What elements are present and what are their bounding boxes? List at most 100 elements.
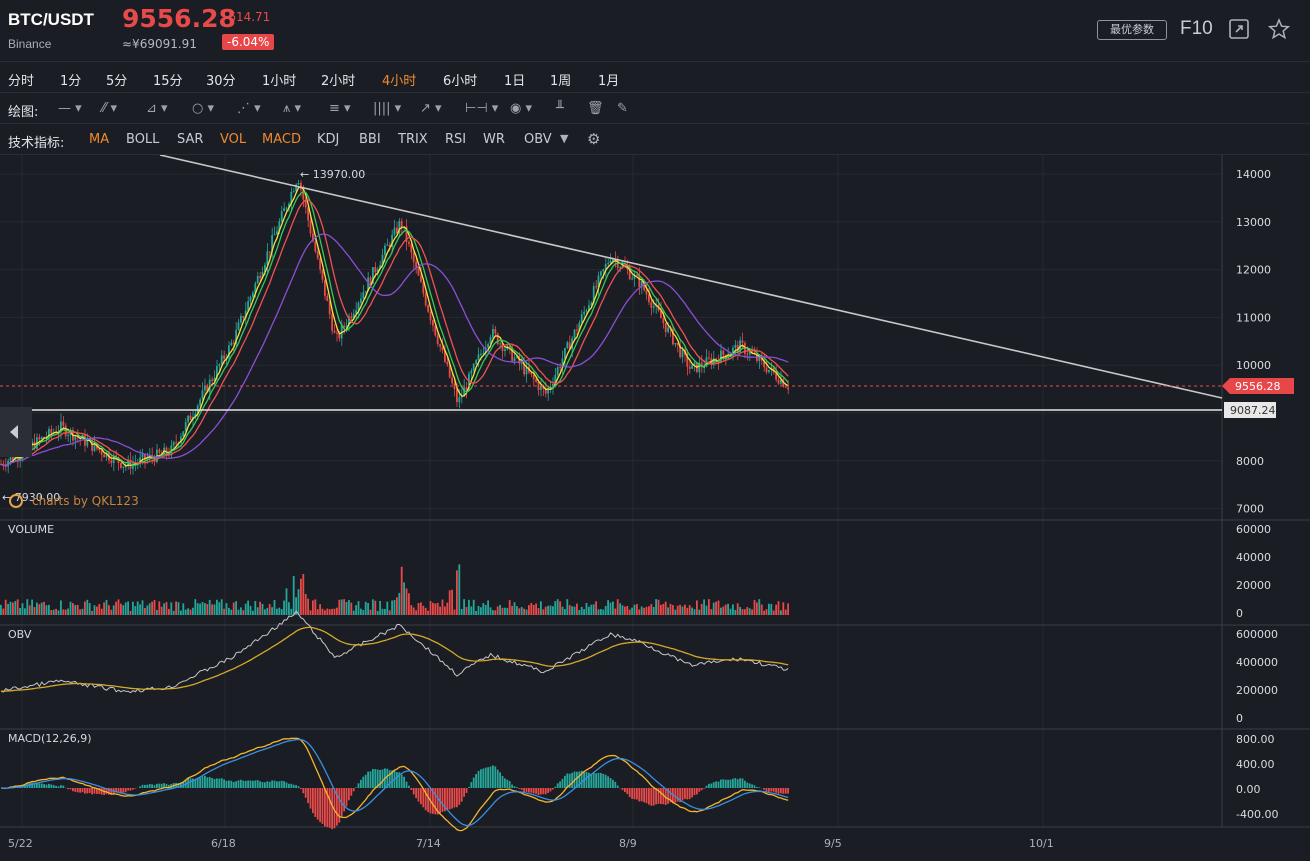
volume-bar <box>693 609 696 615</box>
pattern-tool-icon[interactable]: ⩚ ▾ <box>283 101 301 116</box>
volume-bar <box>91 610 93 615</box>
timeframe-tab[interactable]: 5分 <box>106 74 128 89</box>
candle-body <box>492 329 494 338</box>
brush-icon[interactable]: ✎ <box>617 101 628 116</box>
volume-bar <box>403 582 405 615</box>
macd-histogram-bar <box>247 780 249 788</box>
channel-tool-icon[interactable]: |||| ▾ <box>373 101 402 116</box>
candle-body <box>132 463 134 469</box>
timeframe-tab[interactable]: 15分 <box>153 74 183 89</box>
indicator-sar[interactable]: SAR <box>177 132 204 147</box>
candle-body <box>4 465 7 467</box>
candle-body <box>496 333 499 345</box>
volume-bar <box>165 602 168 615</box>
watermark: charts by QKL123 <box>32 494 139 508</box>
macd-histogram-bar <box>196 778 199 788</box>
candle-body <box>501 343 504 352</box>
macd-histogram-bar <box>523 788 525 793</box>
circle-tool-icon[interactable]: ○ ▾ <box>192 101 215 116</box>
macd-histogram-bar <box>218 778 221 788</box>
timeframe-tab[interactable]: 1周 <box>550 74 572 89</box>
macd-histogram-bar <box>544 788 547 795</box>
volume-bar <box>268 604 271 615</box>
indicator-rsi[interactable]: RSI <box>445 132 467 147</box>
pen-tool-icon[interactable]: ⁄⁄ ▾ <box>102 101 117 116</box>
gear-icon[interactable]: ⚙ <box>587 130 601 148</box>
measure-tool-icon[interactable]: ⊢⊣ ▾ <box>465 101 499 116</box>
candle-body <box>357 302 360 311</box>
candle-body <box>40 437 43 440</box>
candle-body <box>160 452 163 454</box>
volume-bar <box>242 610 245 615</box>
macd-histogram-bar <box>295 785 297 788</box>
chart-area[interactable]: ← 13970.00 ← 7930.00 charts by QKL123 14… <box>0 155 1310 861</box>
bars-tool-icon[interactable]: ╨ <box>556 101 564 116</box>
trash-icon[interactable]: 🗑 <box>587 101 604 116</box>
macd-histogram-bar <box>93 788 96 794</box>
timeframe-tab[interactable]: 分时 <box>8 74 35 89</box>
indicator-macd[interactable]: MACD <box>262 132 301 147</box>
indicator-wr[interactable]: WR <box>483 132 505 147</box>
macd-histogram-bar <box>288 783 290 788</box>
volume-bar <box>576 603 578 615</box>
f10-button[interactable]: F10 <box>1180 18 1213 39</box>
timeframe-tab[interactable]: 2小时 <box>321 74 356 89</box>
timeframe-tab[interactable]: 1月 <box>598 74 620 89</box>
obv-label: OBV <box>8 628 32 641</box>
candle-body <box>722 350 725 355</box>
candle-body <box>172 442 175 446</box>
indicator-trix[interactable]: TRIX <box>398 132 428 147</box>
volume-y-axis: 60000 40000 20000 0 <box>1236 523 1271 620</box>
indicator-obv[interactable]: OBV <box>524 132 552 147</box>
volume-bar <box>664 601 667 615</box>
indicator-bbi[interactable]: BBI <box>359 132 381 147</box>
fullscreen-icon[interactable] <box>1228 18 1250 45</box>
star-icon[interactable] <box>1267 18 1291 45</box>
candle-body <box>158 449 161 453</box>
indicator-kdj[interactable]: KDJ <box>317 132 340 147</box>
volume-bar <box>134 606 137 615</box>
best-params-button[interactable]: 最优参数 <box>1097 20 1167 40</box>
candle-body <box>537 381 540 390</box>
indicator-vol[interactable]: VOL <box>220 132 247 147</box>
polyline-tool-icon[interactable]: ⊿ ▾ <box>146 101 168 116</box>
indicator-boll[interactable]: BOLL <box>126 132 160 147</box>
volume-bar <box>100 608 103 615</box>
line-tool-icon[interactable]: — ▾ <box>58 101 82 116</box>
candle-body <box>146 458 149 461</box>
candle-body <box>686 354 689 367</box>
macd-histogram-bar <box>367 771 369 788</box>
comment-tool-icon[interactable]: ◉ ▾ <box>510 101 533 116</box>
macd-histogram-bar <box>496 769 499 788</box>
obv-tick-label: 400000 <box>1236 656 1278 669</box>
collapse-left-button[interactable] <box>0 407 32 457</box>
timeframe-tab-active[interactable]: 4小时 <box>382 74 417 89</box>
candle-body <box>343 325 345 328</box>
macd-histogram-bar <box>280 780 283 788</box>
timeframe-tab[interactable]: 1日 <box>504 74 526 89</box>
macd-histogram-bar <box>516 787 518 788</box>
timeframe-tab[interactable]: 6小时 <box>443 74 478 89</box>
indicator-ma[interactable]: MA <box>89 132 110 147</box>
macd-histogram-bar <box>223 779 225 788</box>
arrow-tool-icon[interactable]: ↗ ▾ <box>420 101 442 116</box>
macd-histogram-bar <box>264 782 266 788</box>
candle-body <box>271 235 273 252</box>
timeframe-tab[interactable]: 1小时 <box>262 74 297 89</box>
volume-bar <box>300 578 302 615</box>
timeframe-tab[interactable]: 30分 <box>206 74 236 89</box>
volume-bar <box>782 602 785 615</box>
volume-bar <box>477 605 480 615</box>
zigzag-tool-icon[interactable]: ⋰ ▾ <box>237 101 261 116</box>
chevron-down-icon[interactable]: ▼ <box>560 132 569 145</box>
candle-body <box>285 207 288 209</box>
volume-bar <box>196 603 199 615</box>
candle-body <box>422 281 425 294</box>
fib-tool-icon[interactable]: ≡ ▾ <box>329 101 351 116</box>
volume-tick-label: 60000 <box>1236 523 1271 536</box>
macd-histogram-bar <box>768 788 770 792</box>
volume-bar <box>732 604 734 615</box>
macd-histogram-bar <box>475 774 477 788</box>
macd-histogram-bar <box>494 766 497 788</box>
timeframe-tab[interactable]: 1分 <box>60 74 82 89</box>
